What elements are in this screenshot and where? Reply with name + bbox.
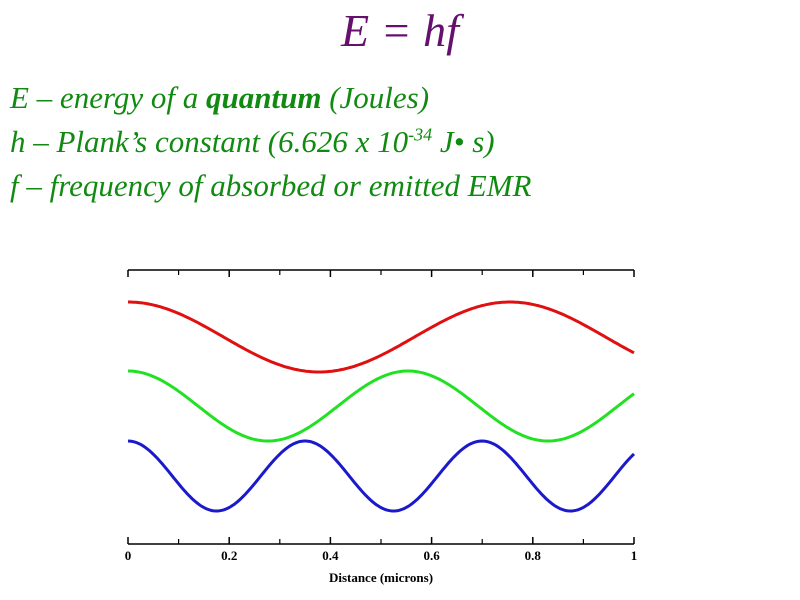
title: E = hf — [341, 5, 459, 56]
text: (Joules) — [321, 80, 430, 115]
text: E – energy of a — [10, 80, 206, 115]
text-line: f – frequency of absorbed or emitted EMR — [10, 168, 531, 204]
text: h – Plank’s constant (6.626 x 10 — [10, 124, 409, 159]
text: f – frequency of absorbed or emitted EMR — [10, 168, 532, 203]
text: J• s) — [432, 124, 495, 159]
text-line: E – energy of a quantum (Joules) — [10, 80, 429, 116]
x-axis-label: Distance (microns) — [329, 570, 433, 585]
x-tick-label: 0.4 — [322, 548, 339, 563]
wave — [128, 369, 635, 443]
x-tick-label: 0.6 — [423, 548, 440, 563]
x-tick-label: 0.8 — [525, 548, 542, 563]
x-tick-label: 0 — [125, 548, 132, 563]
superscript: -34 — [408, 124, 433, 145]
wave — [127, 439, 636, 513]
x-tick-label: 1 — [631, 548, 638, 563]
bold-text: quantum — [206, 80, 322, 115]
x-tick-label: 0.2 — [221, 548, 237, 563]
text-line: h – Plank’s constant (6.626 x 10-34 J• s… — [10, 124, 495, 160]
wave — [128, 300, 635, 374]
